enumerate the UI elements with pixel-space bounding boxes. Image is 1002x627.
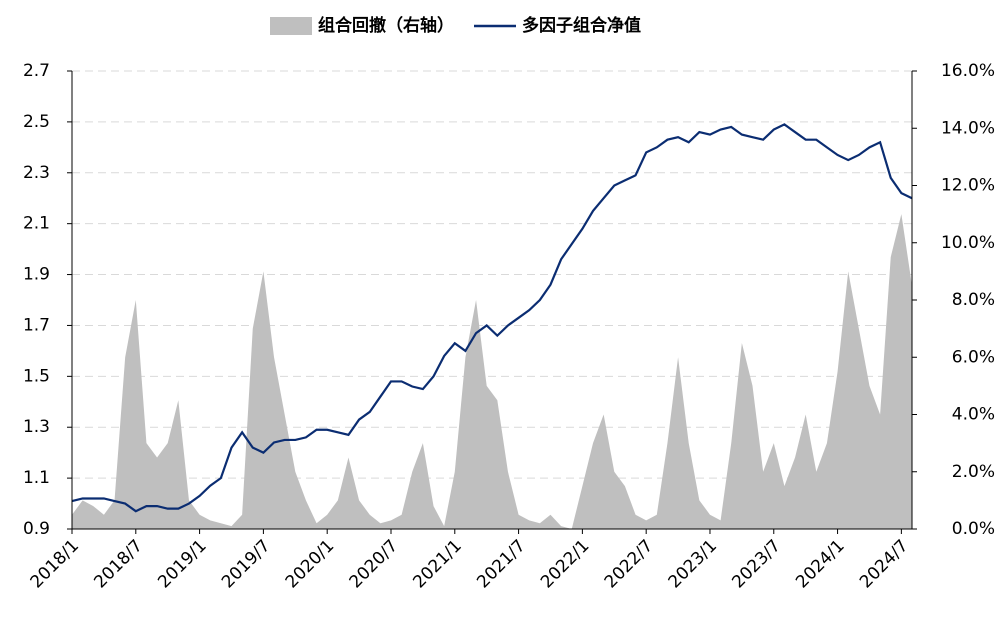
legend-label: 组合回撤（右轴）: [318, 15, 454, 36]
y2-tick-label: 6.0%: [952, 347, 995, 367]
y-tick-label: 0.9: [23, 519, 50, 539]
y-tick-label: 2.3: [23, 163, 50, 183]
y-tick-label: 1.3: [23, 417, 50, 437]
x-tick-label: 2020/1: [282, 536, 338, 592]
x-tick-label: 2022/7: [601, 536, 657, 592]
x-tick-label: 2024/1: [792, 536, 848, 592]
y-tick-label: 2.1: [23, 214, 50, 234]
y-tick-label: 1.5: [23, 366, 50, 386]
x-tick-label: 2018/1: [27, 536, 83, 592]
y2-tick-label: 2.0%: [952, 462, 995, 482]
x-tick-label: 2024/7: [856, 536, 912, 592]
x-tick-label: 2023/1: [665, 536, 721, 592]
y2-tick-label: 8.0%: [952, 290, 995, 310]
x-tick-label: 2018/7: [90, 536, 146, 592]
legend-swatch: [270, 17, 312, 35]
x-tick-label: 2021/1: [409, 536, 465, 592]
x-tick-label: 2022/1: [537, 536, 593, 592]
y-tick-label: 2.7: [23, 61, 50, 81]
y2-tick-label: 4.0%: [952, 405, 995, 425]
y2-tick-label: 0.0%: [952, 519, 995, 539]
y2-tick-label: 12.0%: [941, 176, 995, 196]
x-tick-label: 2019/7: [218, 536, 274, 592]
x-tick-label: 2019/1: [154, 536, 210, 592]
y-tick-label: 1.9: [23, 265, 50, 285]
x-tick-label: 2021/7: [473, 536, 529, 592]
y2-tick-label: 16.0%: [941, 61, 995, 81]
x-tick-label: 2020/7: [346, 536, 402, 592]
y2-tick-label: 14.0%: [941, 118, 995, 138]
x-tick-label: 2023/7: [728, 536, 784, 592]
y-tick-label: 2.5: [23, 112, 50, 132]
legend-label: 多因子组合净值: [522, 15, 641, 36]
drawdown-area: [72, 214, 912, 529]
y-tick-label: 1.1: [23, 468, 50, 488]
nav-line: [71, 123, 913, 513]
y-tick-label: 1.7: [23, 315, 50, 335]
y2-tick-label: 10.0%: [941, 233, 995, 253]
